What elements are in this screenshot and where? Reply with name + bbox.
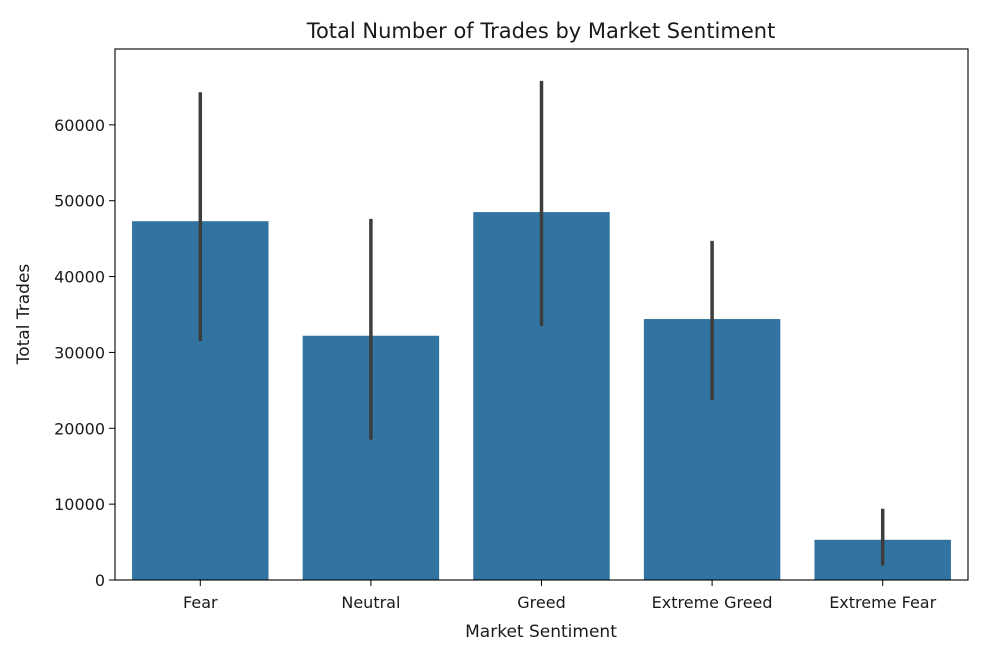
error-bars — [198, 80, 885, 566]
x-tick-label-3: Extreme Greed — [652, 593, 773, 612]
y-axis-label: Total Trades — [14, 264, 34, 366]
y-tick-label-0: 0 — [95, 571, 105, 590]
x-axis-ticks: Fear Neutral Greed Extreme Greed Extreme Fea… — [183, 580, 937, 612]
y-tick-label-2: 20000 — [54, 419, 105, 438]
y-tick-label-1: 10000 — [54, 495, 105, 514]
y-tick-label-6: 60000 — [54, 116, 105, 135]
x-axis-label: Market Sentiment — [465, 622, 617, 642]
x-tick-label-1: Neutral — [341, 593, 400, 612]
chart-title: Total Number of Trades by Market Sentime… — [306, 19, 776, 43]
x-tick-label-2: Greed — [517, 593, 565, 612]
y-tick-label-5: 50000 — [54, 192, 105, 211]
y-axis-ticks: 0 10000 20000 30000 40000 50000 60000 — [54, 116, 115, 590]
y-tick-label-4: 40000 — [54, 268, 105, 287]
y-tick-label-3: 30000 — [54, 343, 105, 362]
x-tick-label-0: Fear — [183, 593, 218, 612]
x-tick-label-4: Extreme Fear — [829, 593, 936, 612]
